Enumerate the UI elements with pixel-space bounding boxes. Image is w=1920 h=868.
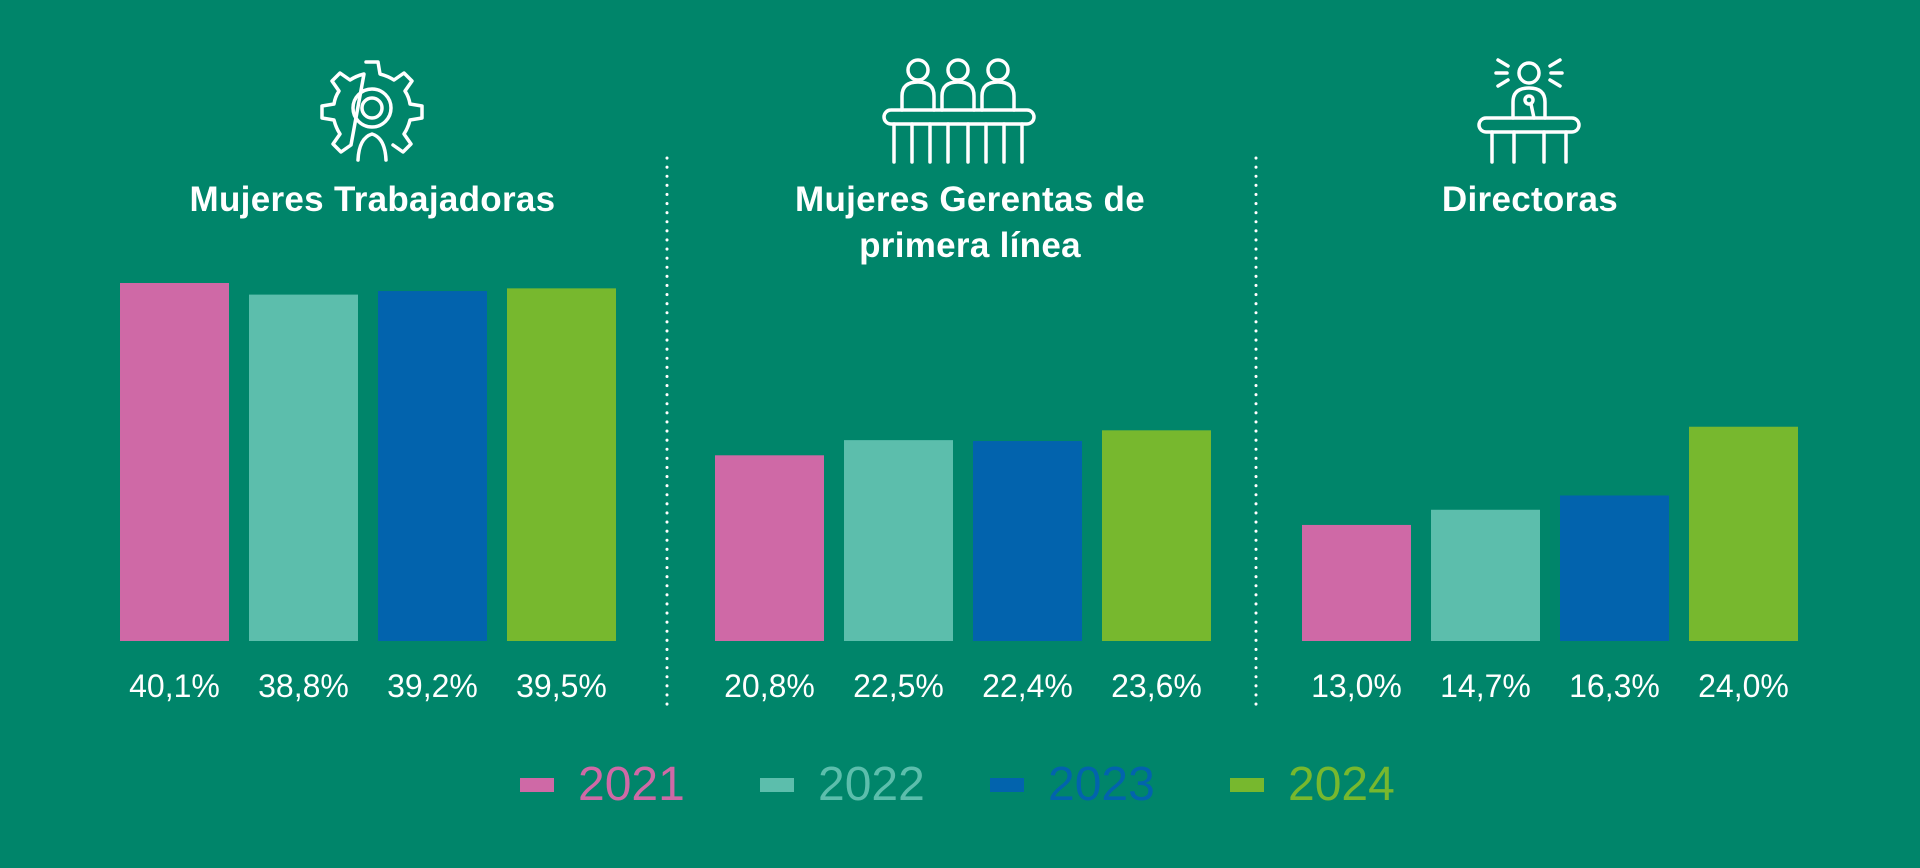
- panel-title-mujeres-trabajadoras: Mujeres Trabajadoras: [189, 180, 556, 219]
- bar-panel3-2024: [1689, 426, 1798, 641]
- value-label-panel2-2024: 23,6%: [1111, 668, 1202, 704]
- panel-title-directoras: Directoras: [1441, 180, 1619, 219]
- bar-panel2-2023: [973, 441, 1082, 641]
- panel-title-gerentas-line-1: Mujeres Gerentas de: [794, 180, 1145, 219]
- legend-swatch-2022: [760, 778, 794, 792]
- panel-title-gerentas-line-2: primera línea: [859, 226, 1081, 265]
- gear-person-icon: [320, 60, 424, 162]
- value-label-panel1-2023: 39,2%: [387, 668, 478, 704]
- legend-label-2024: 2024: [1288, 758, 1395, 811]
- value-label-panel3-2024: 24,0%: [1698, 668, 1789, 704]
- legend-label-2022: 2022: [818, 758, 925, 811]
- legend-item-2022: 2022: [760, 760, 925, 810]
- legend-item-2023: 2023: [990, 760, 1155, 810]
- bar-panel1-2021: [120, 283, 229, 641]
- value-label-panel2-2023: 22,4%: [982, 668, 1073, 704]
- bar-panel3-2021: [1302, 524, 1411, 641]
- bar-panel1-2023: [378, 291, 487, 641]
- value-label-panel3-2023: 16,3%: [1569, 668, 1660, 704]
- bar-chart: 40,1% 38,8% 39,2% 39,5% 20,8% 22,5% 22,4% 23,6%…: [120, 156, 1798, 708]
- value-label-panel2-2021: 20,8%: [724, 668, 815, 704]
- panel-title-mujeres-gerentas: Mujeres Gerentas de primera línea: [710, 177, 1230, 269]
- bar-panel2-2024: [1102, 430, 1211, 641]
- bar-panel2-2022: [844, 440, 953, 641]
- value-label-panel1-2024: 39,5%: [516, 668, 607, 704]
- legend-item-2024: 2024: [1230, 760, 1395, 810]
- bar-panel1-2024: [507, 288, 616, 641]
- legend-label-2021: 2021: [578, 758, 685, 811]
- bar-panel3-2023: [1560, 495, 1669, 641]
- bar-panel3-2022: [1431, 509, 1540, 641]
- value-label-panel2-2022: 22,5%: [853, 668, 944, 704]
- value-label-panel1-2022: 38,8%: [258, 668, 349, 704]
- legend-label-2023: 2023: [1048, 758, 1155, 811]
- legend-item-2021: 2021: [520, 760, 685, 810]
- value-label-panel3-2021: 13,0%: [1311, 668, 1402, 704]
- panel-meeting-icon: [882, 58, 1036, 164]
- bar-panel2-2021: [715, 455, 824, 641]
- value-label-panel3-2022: 14,7%: [1440, 668, 1531, 704]
- legend-swatch-2024: [1230, 778, 1264, 792]
- legend-swatch-2021: [520, 778, 554, 792]
- bar-panel1-2022: [249, 294, 358, 641]
- speaker-podium-icon: [1477, 58, 1581, 164]
- value-label-panel1-2021: 40,1%: [129, 668, 220, 704]
- legend-swatch-2023: [990, 778, 1024, 792]
